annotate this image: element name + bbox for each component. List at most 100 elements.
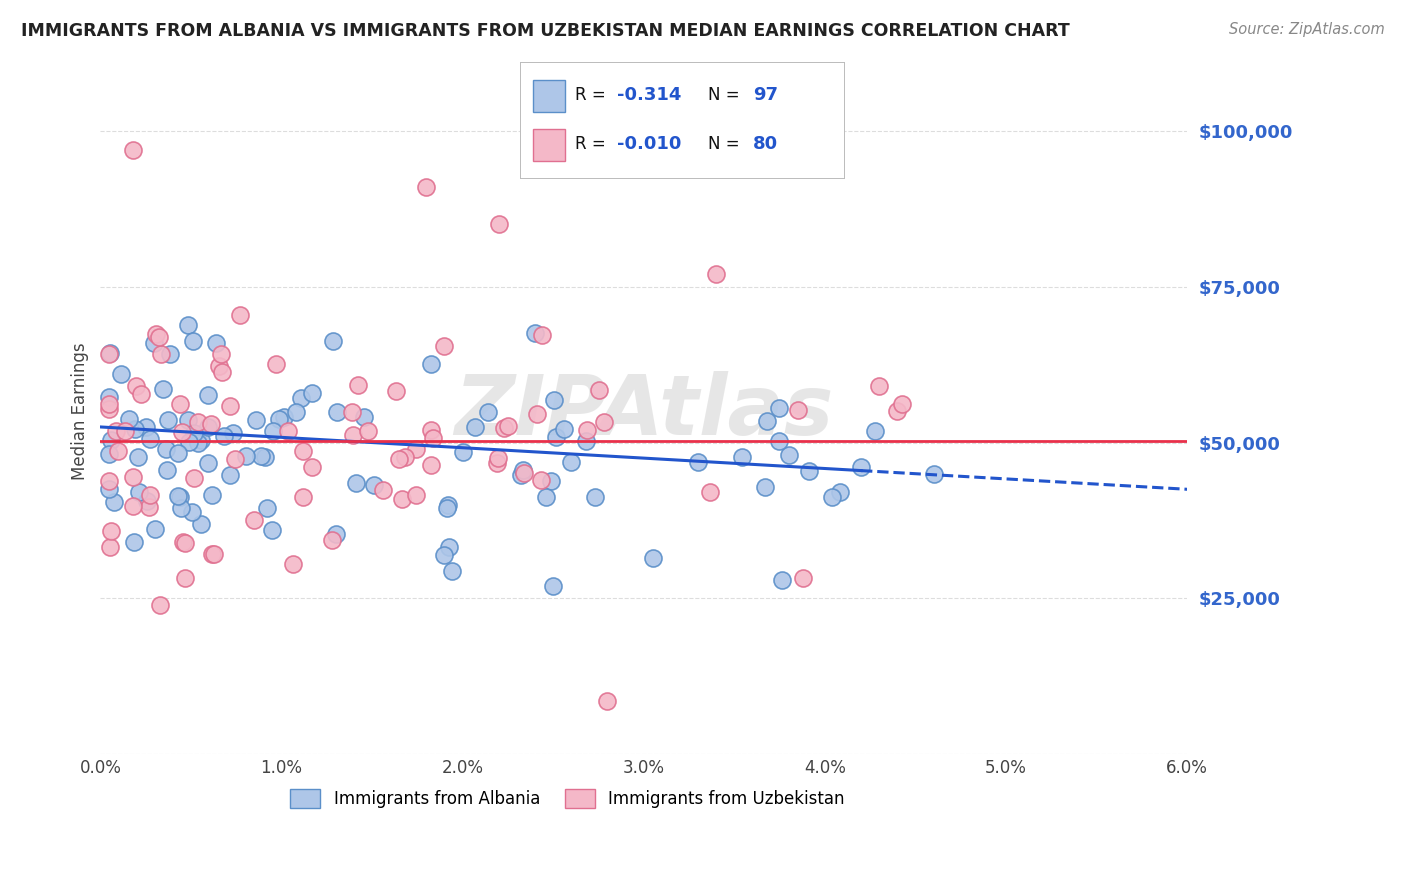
Point <box>704 267 727 281</box>
Point <box>127 450 149 465</box>
Point <box>197 456 219 470</box>
Point <box>114 424 136 438</box>
Point <box>98 397 121 411</box>
Point <box>105 424 128 438</box>
Point <box>731 450 754 465</box>
Point <box>148 330 170 344</box>
Point <box>530 473 553 487</box>
Point <box>166 446 188 460</box>
Point <box>187 415 209 429</box>
Point <box>534 490 557 504</box>
Point <box>98 474 121 488</box>
Text: R =: R = <box>575 135 612 153</box>
Point <box>494 421 516 435</box>
Point <box>152 383 174 397</box>
Point <box>124 379 146 393</box>
Point <box>799 464 821 478</box>
Point <box>172 425 194 440</box>
Point <box>322 334 344 348</box>
Point <box>420 458 443 472</box>
Point <box>197 420 219 434</box>
Point <box>118 412 141 426</box>
Point <box>792 571 814 585</box>
Point <box>530 328 553 343</box>
Point <box>699 485 721 500</box>
Point <box>486 451 509 466</box>
Text: 97: 97 <box>754 86 778 103</box>
Point <box>388 451 411 466</box>
Point <box>190 433 212 447</box>
Point <box>169 397 191 411</box>
Point <box>98 402 121 417</box>
Point <box>643 550 665 565</box>
Point <box>420 423 443 437</box>
Point <box>292 444 315 458</box>
Point <box>98 346 121 360</box>
Point <box>778 448 800 462</box>
Point <box>477 405 499 419</box>
Point <box>98 541 121 555</box>
Point <box>436 501 458 516</box>
Point <box>243 513 266 527</box>
Point <box>122 470 145 484</box>
Point <box>342 428 364 442</box>
Point <box>344 475 367 490</box>
Point <box>433 548 456 562</box>
Point <box>202 547 225 561</box>
Legend: Immigrants from Albania, Immigrants from Uzbekistan: Immigrants from Albania, Immigrants from… <box>284 782 852 814</box>
Point <box>107 443 129 458</box>
Point <box>155 442 177 456</box>
Point <box>543 392 565 407</box>
Point <box>849 460 872 475</box>
Point <box>356 424 378 438</box>
Point <box>235 449 257 463</box>
Point <box>353 410 375 425</box>
Point <box>340 405 363 419</box>
Point <box>212 429 235 443</box>
Point <box>98 482 121 496</box>
Point <box>138 500 160 514</box>
Point <box>583 490 606 504</box>
Point <box>256 501 278 516</box>
Point <box>787 403 810 417</box>
Point <box>828 484 851 499</box>
Point <box>415 180 437 194</box>
Point <box>219 399 242 413</box>
Point <box>204 336 226 351</box>
Point <box>138 433 160 447</box>
Point <box>526 408 548 422</box>
Text: -0.010: -0.010 <box>617 135 682 153</box>
Point <box>187 436 209 450</box>
Point <box>523 326 546 341</box>
Point <box>135 420 157 434</box>
Point <box>890 397 912 411</box>
Point <box>422 431 444 445</box>
Point <box>139 487 162 501</box>
Point <box>588 383 610 397</box>
Point <box>922 467 945 481</box>
Point <box>273 409 295 424</box>
Point <box>167 489 190 503</box>
Point <box>156 463 179 477</box>
Point <box>143 522 166 536</box>
Point <box>197 388 219 402</box>
Point <box>229 309 252 323</box>
Point <box>262 424 284 438</box>
Point <box>254 450 277 464</box>
Y-axis label: Median Earnings: Median Earnings <box>72 343 89 480</box>
Point <box>540 474 562 488</box>
Point <box>269 412 291 426</box>
Point <box>768 434 790 449</box>
Point <box>124 422 146 436</box>
Point <box>145 327 167 342</box>
Point <box>122 143 145 157</box>
Point <box>200 417 222 431</box>
Point <box>281 558 304 572</box>
Point <box>863 425 886 439</box>
Point <box>98 390 121 404</box>
Point <box>301 386 323 401</box>
Point <box>593 415 616 429</box>
Point <box>174 536 197 550</box>
Text: -0.314: -0.314 <box>617 86 682 103</box>
Point <box>222 425 245 440</box>
